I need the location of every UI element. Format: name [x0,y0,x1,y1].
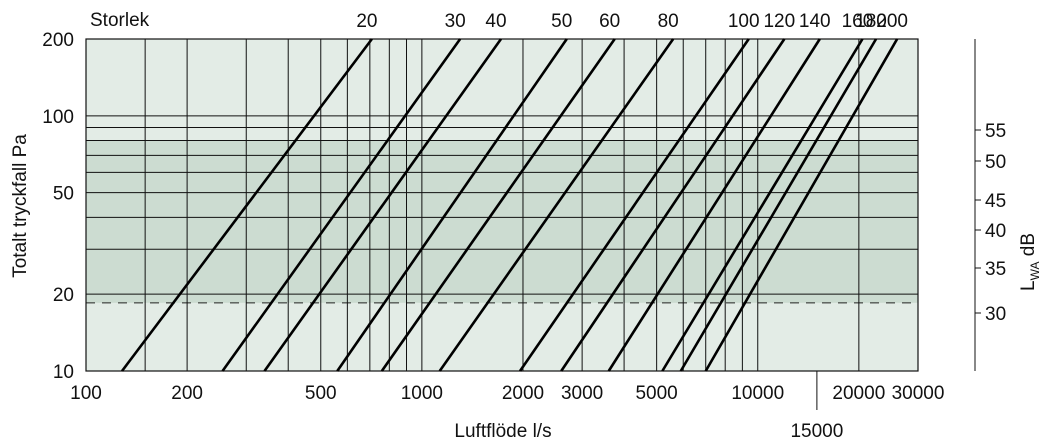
size-line-100 [518,38,750,372]
sound-tick-label: 45 [985,191,1006,212]
size-line-60 [380,38,616,372]
size-label-140: 140 [799,11,831,32]
size-label-160: 160 [842,11,874,32]
y2-axis-title: LWA dB [1018,233,1042,291]
size-label-60: 60 [599,11,620,32]
x-tick-label: 2000 [502,383,544,404]
x-tick-label: 1000 [401,383,443,404]
x-extra-tick-label: 15000 [790,421,843,442]
size-line-50 [336,38,568,372]
x-tick-label: 3000 [561,383,603,404]
y-tick-label: 50 [53,184,74,205]
size-line-200 [704,38,899,372]
x-tick-label: 20000 [832,383,885,404]
size-label-180: 180 [855,11,887,32]
y2-axis-title-sub: WA [1028,262,1042,281]
sound-tick-label: 35 [985,259,1006,280]
size-line-30 [221,38,462,372]
sound-tick-label: 55 [985,121,1006,142]
size-label-50: 50 [551,11,572,32]
x-axis-title: Luftflöde l/s [454,421,551,442]
y-tick-label: 200 [42,30,74,51]
size-label-20: 20 [356,11,377,32]
y2-axis-title-unit: dB [1018,233,1039,262]
size-label-30: 30 [445,11,466,32]
x-tick-label: 100 [70,383,102,404]
size-label-40: 40 [485,11,506,32]
sound-tick-label: 30 [985,304,1006,325]
y-axis-title: Totalt tryckfall Pa [10,134,31,278]
size-header: Storlek [90,10,150,31]
size-line-180 [679,38,878,372]
y-tick-label: 20 [53,285,74,306]
y-tick-label: 100 [42,107,74,128]
x-tick-label: 10000 [731,383,784,404]
grid [85,38,919,372]
plot-background [86,39,918,371]
size-line-40 [263,38,503,372]
sound-tick-label: 40 [985,221,1006,242]
x-tick-label: 200 [171,383,203,404]
x-tick-label: 5000 [635,383,677,404]
size-line-20 [120,38,373,372]
size-line-80 [438,38,675,372]
size-label-100: 100 [728,11,760,32]
size-label-120: 120 [763,11,795,32]
size-line-140 [607,38,821,372]
x-tick-label: 500 [305,383,337,404]
size-label-80: 80 [658,11,679,32]
size-lines [120,38,899,372]
size-line-160 [661,38,864,372]
sound-tick-label: 50 [985,152,1006,173]
size-label-200: 200 [876,11,908,32]
size-line-120 [560,38,786,372]
y2-axis-title-main: L [1018,280,1039,291]
plot-frame [85,38,919,372]
y-tick-label: 10 [53,362,74,383]
x-tick-label: 30000 [892,383,945,404]
recommended-band [86,140,918,303]
